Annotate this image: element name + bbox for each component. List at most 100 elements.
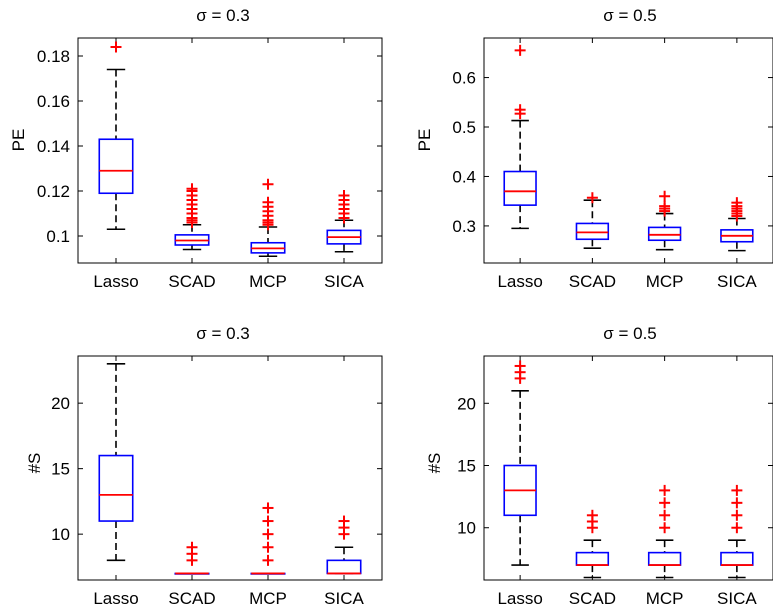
y-tick-label: 0.3: [452, 217, 476, 236]
y-tick-label: 0.6: [452, 69, 476, 88]
y-tick-label: 20: [457, 394, 476, 413]
iqr-box: [647, 226, 682, 242]
box-sica: [326, 515, 362, 575]
box-mcp: [647, 190, 682, 251]
panel-s-sigma-0.5: σ = 0.5 #S 10 15 20 Lasso SCAD MCP SICA: [425, 324, 773, 608]
x-tick-label: SICA: [324, 589, 364, 608]
x-tick-label: SCAD: [168, 589, 215, 608]
panel-title: σ = 0.5: [603, 324, 657, 343]
iqr-box: [503, 170, 537, 206]
outlier-marker: [262, 541, 274, 553]
iqr-box: [98, 138, 134, 195]
outlier-marker: [586, 192, 598, 204]
y-tick-label: 10: [457, 519, 476, 538]
outlier-marker: [262, 515, 274, 527]
outlier-marker: [514, 44, 526, 56]
y-tick-label: 15: [51, 460, 70, 479]
box-lasso: [98, 363, 134, 562]
x-tick-label: SCAD: [569, 272, 616, 291]
plot-frame: [483, 355, 773, 581]
outlier-marker: [586, 509, 598, 521]
x-tick-label: MCP: [249, 272, 287, 291]
iqr-box: [720, 551, 754, 566]
iqr-box: [326, 559, 362, 575]
x-tick-label: MCP: [646, 272, 684, 291]
iqr-box: [647, 551, 682, 566]
outlier-marker: [262, 178, 274, 190]
outlier-marker: [262, 528, 274, 540]
box-scad: [575, 192, 610, 249]
outlier-marker: [731, 497, 743, 509]
panel-title: σ = 0.5: [603, 6, 657, 25]
outlier-marker: [731, 522, 743, 534]
y-tick-label: 0.18: [37, 47, 70, 66]
y-tick-label: 0.14: [37, 137, 70, 156]
y-axis-label: #S: [425, 453, 444, 474]
panel-pe-sigma-0.5: σ = 0.5 PE 0.3 0.4 0.5 0.6 Lasso SCAD MCP SICA: [415, 6, 773, 291]
y-tick-label: 20: [51, 394, 70, 413]
y-tick-label: 0.4: [452, 167, 476, 186]
outlier-marker: [514, 360, 526, 372]
outlier-marker: [514, 104, 526, 116]
x-tick-label: Lasso: [497, 272, 542, 291]
outlier-marker: [659, 522, 671, 534]
panel-title: σ = 0.3: [196, 6, 250, 25]
y-tick-label: 0.1: [46, 227, 70, 246]
box-lasso: [503, 360, 537, 566]
outlier-marker: [262, 502, 274, 514]
box-scad: [174, 541, 210, 575]
box-lasso: [503, 44, 537, 230]
panel-s-sigma-0.3: σ = 0.3 #S 10 15 20 Lasso SCAD MCP SICA: [25, 324, 383, 608]
outlier-marker: [186, 183, 198, 195]
x-tick-label: SICA: [717, 589, 757, 608]
box-sica: [720, 484, 754, 579]
box-sica: [720, 197, 754, 252]
plot-frame: [77, 37, 383, 264]
x-tick-label: MCP: [249, 589, 287, 608]
x-tick-label: SCAD: [168, 272, 215, 291]
plot-frame: [77, 355, 383, 581]
outlier-marker: [731, 484, 743, 496]
panel-pe-sigma-0.3: σ = 0.3 PE 0.1 0.12 0.14 0.16 0.18 Lasso SCAD M…: [9, 6, 383, 291]
iqr-box: [575, 551, 610, 566]
y-axis-label: #S: [25, 453, 44, 474]
box-lasso: [98, 41, 134, 231]
panel-title: σ = 0.3: [196, 324, 250, 343]
box-sica: [326, 190, 362, 253]
y-axis-label: PE: [415, 129, 434, 152]
iqr-box: [575, 222, 610, 241]
y-axis-label: PE: [9, 129, 28, 152]
y-tick-label: 15: [457, 457, 476, 476]
box-scad: [174, 183, 210, 251]
box-mcp: [647, 484, 682, 579]
y-tick-label: 0.5: [452, 118, 476, 137]
iqr-box: [98, 454, 134, 522]
y-tick-label: 0.16: [37, 92, 70, 111]
outlier-marker: [338, 515, 350, 527]
box-scad: [575, 509, 610, 579]
plot-frame: [483, 37, 773, 264]
outlier-marker: [262, 554, 274, 566]
outlier-marker: [186, 541, 198, 553]
x-tick-label: SICA: [717, 272, 757, 291]
outlier-marker: [659, 497, 671, 509]
x-tick-label: Lasso: [93, 272, 138, 291]
outlier-marker: [659, 484, 671, 496]
outlier-marker: [659, 509, 671, 521]
outlier-marker: [110, 41, 122, 53]
x-tick-label: SCAD: [569, 589, 616, 608]
x-tick-label: Lasso: [93, 589, 138, 608]
y-tick-label: 0.12: [37, 182, 70, 201]
box-mcp: [250, 502, 286, 575]
y-tick-label: 10: [51, 525, 70, 544]
box-mcp: [250, 178, 286, 258]
x-tick-label: MCP: [646, 589, 684, 608]
outlier-marker: [338, 190, 350, 201]
outlier-marker: [262, 196, 274, 208]
outlier-marker: [659, 190, 671, 202]
outlier-marker: [659, 200, 671, 212]
outlier-marker: [731, 197, 743, 209]
x-tick-label: SICA: [324, 272, 364, 291]
x-tick-label: Lasso: [497, 589, 542, 608]
